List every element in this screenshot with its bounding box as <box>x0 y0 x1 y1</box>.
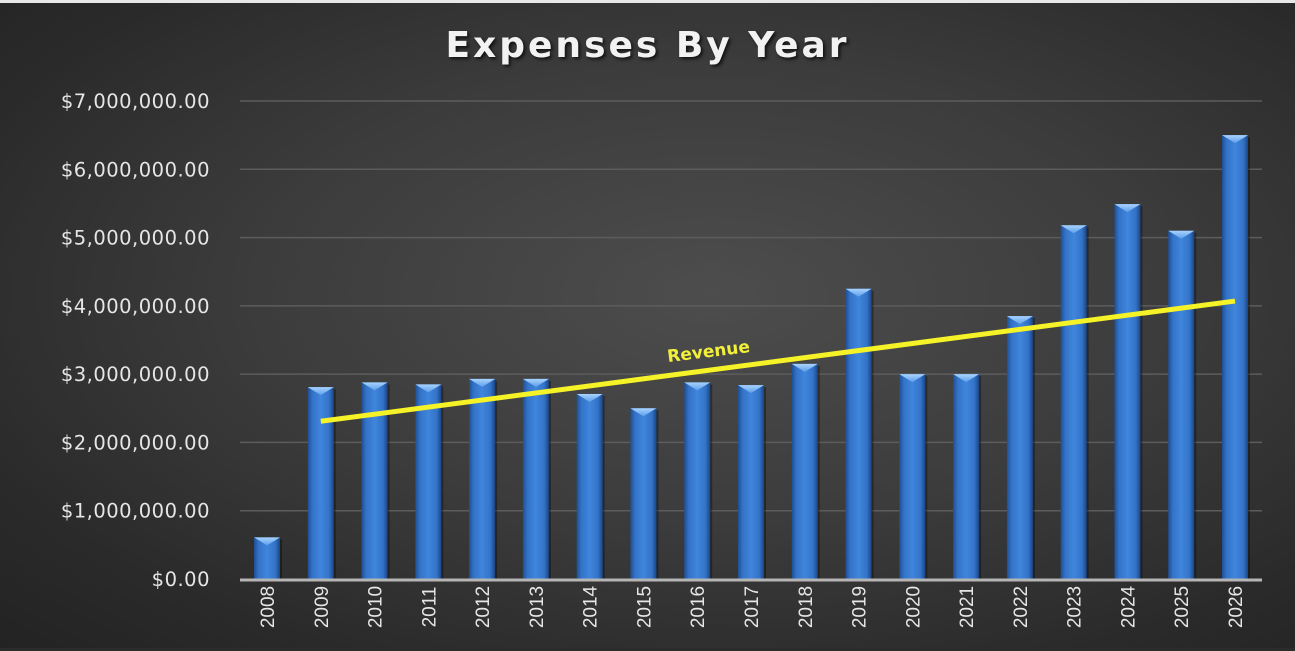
bar-2026[interactable] <box>1222 135 1250 581</box>
bar-2019[interactable] <box>845 288 874 581</box>
x-tick-label: 2022 <box>1011 586 1032 628</box>
bar-2020[interactable] <box>899 374 928 581</box>
y-tick-label: $1,000,000.00 <box>61 500 210 523</box>
bar-2008[interactable] <box>254 537 282 581</box>
x-tick-label: 2011 <box>419 587 440 628</box>
bar-2025[interactable] <box>1168 230 1197 581</box>
x-axis-ticks: 2008 2009 2010 2011 2012 2013 2014 2015 2016 2017… <box>258 585 1247 628</box>
x-tick-label: 2018 <box>796 586 817 628</box>
y-tick-label: $2,000,000.00 <box>61 431 210 454</box>
bar-2022[interactable] <box>1006 316 1035 581</box>
x-tick-label: 2008 <box>258 586 279 628</box>
revenue-trendline: Revenue <box>320 298 1236 424</box>
x-tick-label: 2014 <box>581 585 602 628</box>
bar-2015[interactable] <box>630 408 659 581</box>
x-tick-label: 2019 <box>850 586 871 628</box>
x-tick-label: 2009 <box>312 586 333 628</box>
y-axis-ticks: $0.00 $1,000,000.00 $2,000,000.00 $3,000,00… <box>61 90 210 591</box>
chart-title: Expenses By Year <box>445 25 850 66</box>
y-tick-label: $4,000,000.00 <box>61 295 210 318</box>
x-tick-label: 2025 <box>1172 586 1193 628</box>
x-tick-label: 2021 <box>957 586 978 628</box>
bar-2021[interactable] <box>953 374 982 581</box>
trendline[interactable] <box>320 298 1236 424</box>
bars <box>254 135 1250 581</box>
bar-2024[interactable] <box>1114 204 1143 581</box>
revenue-label: Revenue <box>666 337 751 367</box>
bar-2012[interactable] <box>469 378 498 581</box>
x-tick-label: 2015 <box>634 586 655 628</box>
y-tick-label: $7,000,000.00 <box>61 90 210 113</box>
bar-2011[interactable] <box>415 384 444 581</box>
bar-2018[interactable] <box>791 363 820 581</box>
y-tick-label: $0.00 <box>152 568 210 591</box>
y-tick-label: $3,000,000.00 <box>61 363 210 386</box>
bar-2009[interactable] <box>307 387 336 581</box>
y-tick-label: $6,000,000.00 <box>61 158 210 181</box>
x-tick-label: 2026 <box>1226 586 1247 628</box>
x-tick-label: 2016 <box>688 586 709 628</box>
bar-2014[interactable] <box>576 393 605 581</box>
plot-area: $0.00 $1,000,000.00 $2,000,000.00 $3,000,00… <box>61 90 1262 628</box>
bar-2016[interactable] <box>684 382 713 581</box>
x-tick-label: 2010 <box>366 586 387 628</box>
x-tick-label: 2017 <box>742 586 763 628</box>
bar-2017[interactable] <box>738 385 766 581</box>
x-tick-label: 2012 <box>473 586 494 628</box>
x-tick-label: 2023 <box>1065 586 1086 628</box>
bar-2013[interactable] <box>522 378 551 581</box>
x-tick-label: 2013 <box>527 586 548 628</box>
x-tick-label: 2024 <box>1118 585 1139 628</box>
x-tick-label: 2020 <box>903 586 924 628</box>
bar-2023[interactable] <box>1060 225 1089 581</box>
y-tick-label: $5,000,000.00 <box>61 227 210 250</box>
